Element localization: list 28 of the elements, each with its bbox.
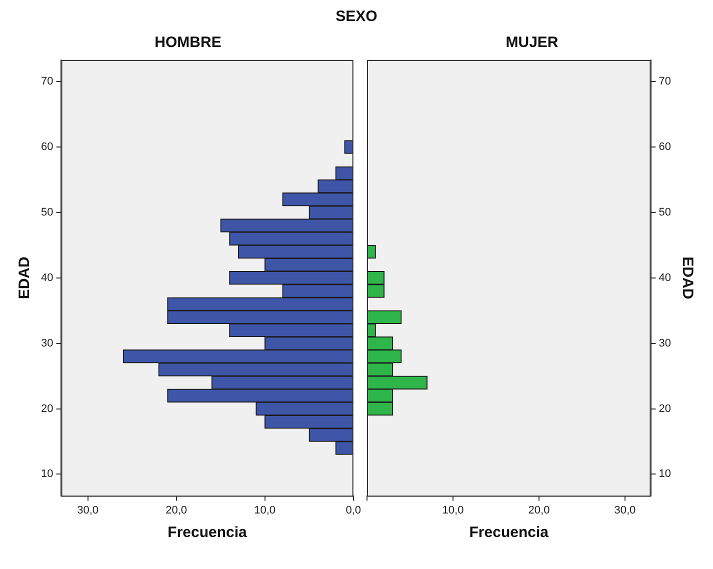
x-tick-label: 10,0 <box>442 504 464 516</box>
x-tick-label: 0,0 <box>346 504 362 516</box>
y-tick-label: 70 <box>658 76 672 88</box>
y-tick-label: 30 <box>658 337 672 350</box>
x-axis-title: Frecuencia <box>469 524 550 542</box>
y-tick-label: 60 <box>40 141 54 154</box>
y-tick-label: 20 <box>658 402 672 415</box>
y-tick-label: 70 <box>40 76 54 88</box>
chart-title: HOMBRE <box>154 34 222 52</box>
y-tick-label: 50 <box>40 206 54 218</box>
y-tick-label: 10 <box>658 468 672 480</box>
x-tick-label: 20,0 <box>166 504 188 516</box>
y-tick-label: 30 <box>40 337 54 350</box>
y-tick-label: 20 <box>40 402 54 415</box>
y-axis-title: EDAD <box>678 256 696 300</box>
y-tick-label: 10 <box>40 468 54 480</box>
x-axis-title: Frecuencia <box>168 524 248 542</box>
x-tick-label: 30,0 <box>614 504 636 516</box>
text: SEXO <box>334 8 378 27</box>
y-tick-label: 50 <box>658 206 672 218</box>
y-tick-label: 40 <box>40 272 54 284</box>
y-tick-label: 60 <box>658 141 672 154</box>
x-tick-label: 20,0 <box>528 504 550 516</box>
y-tick-label: 40 <box>658 272 672 284</box>
chart-title: MUJER <box>506 34 558 52</box>
x-tick-label: 10,0 <box>254 504 276 516</box>
x-tick-label: 30,0 <box>77 504 99 516</box>
y-axis-title: EDAD <box>16 256 34 300</box>
